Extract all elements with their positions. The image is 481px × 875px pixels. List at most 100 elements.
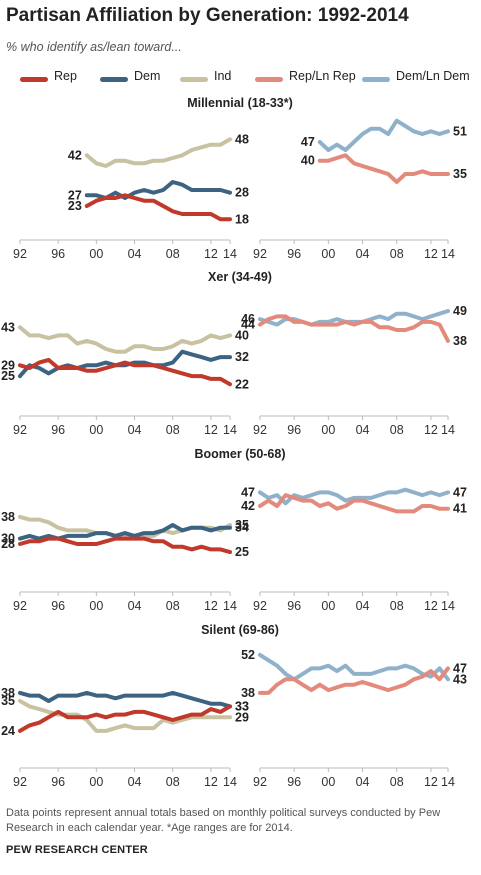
panel-2-left: Boomer (50-68) 92 96 00 04 08 12 14 38 35 30 34 28 25 bbox=[1, 447, 285, 613]
end-label-ind: 29 bbox=[235, 710, 249, 724]
x-tick-label: 04 bbox=[128, 423, 142, 437]
legend-swatch-rep bbox=[20, 77, 48, 82]
x-tick-label: 96 bbox=[51, 775, 65, 789]
series-line-dem-ln-dem bbox=[317, 118, 450, 152]
x-tick-label: 12 bbox=[424, 775, 438, 789]
end-label-ind: 40 bbox=[235, 328, 249, 342]
x-tick-label: 08 bbox=[166, 423, 180, 437]
x-tick-label: 14 bbox=[223, 775, 237, 789]
x-tick-label: 92 bbox=[13, 775, 27, 789]
x-tick-label: 14 bbox=[441, 423, 455, 437]
end-label-rep-ln-rep: 47 bbox=[453, 661, 467, 675]
series-line-rep-ln-rep bbox=[317, 153, 450, 184]
x-tick-label: 04 bbox=[356, 599, 370, 613]
x-tick-label: 08 bbox=[390, 247, 404, 261]
x-tick-label: 96 bbox=[287, 775, 301, 789]
series-line-rep-ln-rep bbox=[258, 666, 450, 695]
x-tick-label: 92 bbox=[13, 247, 27, 261]
x-tick-label: 92 bbox=[253, 775, 267, 789]
start-label-dem: 25 bbox=[1, 369, 15, 383]
panel-title: Boomer (50-68) bbox=[195, 447, 286, 461]
start-label-rep: 29 bbox=[1, 358, 15, 372]
start-label-dem: 38 bbox=[1, 686, 15, 700]
x-tick-label: 12 bbox=[204, 775, 218, 789]
legend-swatch-dem-ln-dem bbox=[362, 77, 390, 82]
x-tick-label: 14 bbox=[441, 247, 455, 261]
x-tick-label: 96 bbox=[51, 423, 65, 437]
start-label-rep-ln-rep: 38 bbox=[241, 686, 255, 700]
start-label-rep: 24 bbox=[1, 724, 15, 738]
end-label-rep: 22 bbox=[235, 377, 249, 391]
legend-label-dem-ln-dem: Dem/Ln Dem bbox=[396, 69, 470, 83]
x-tick-label: 12 bbox=[204, 599, 218, 613]
end-label-dem-ln-dem: 47 bbox=[453, 485, 467, 499]
end-label-rep: 33 bbox=[235, 699, 249, 713]
x-tick-label: 12 bbox=[424, 423, 438, 437]
x-tick-label: 92 bbox=[13, 423, 27, 437]
end-label-ind: 35 bbox=[235, 518, 249, 532]
end-label-rep-ln-rep: 41 bbox=[453, 502, 467, 516]
start-label-ind: 43 bbox=[1, 320, 15, 334]
start-label-dem-ln-dem: 47 bbox=[301, 135, 315, 149]
start-label-rep: 28 bbox=[1, 537, 15, 551]
series-line-rep bbox=[18, 704, 232, 733]
footnote: Data points represent annual totals base… bbox=[6, 807, 441, 834]
end-label-dem: 34 bbox=[235, 521, 249, 535]
x-tick-label: 14 bbox=[441, 775, 455, 789]
chart-title: Partisan Affiliation by Generation: 1992… bbox=[6, 5, 409, 26]
panel-title: Xer (34-49) bbox=[208, 270, 272, 284]
x-tick-label: 08 bbox=[390, 423, 404, 437]
end-label-dem-ln-dem: 51 bbox=[453, 124, 467, 138]
x-tick-label: 96 bbox=[287, 247, 301, 261]
x-tick-label: 12 bbox=[424, 247, 438, 261]
end-label-ind: 48 bbox=[235, 132, 249, 146]
source-credit: PEW RESEARCH CENTER bbox=[6, 844, 148, 856]
start-label-dem-ln-dem: 47 bbox=[241, 485, 255, 499]
x-tick-label: 04 bbox=[128, 247, 142, 261]
x-tick-label: 00 bbox=[321, 775, 335, 789]
panel-title: Millennial (18-33*) bbox=[187, 96, 293, 110]
start-label-dem: 30 bbox=[1, 532, 15, 546]
end-label-rep: 18 bbox=[235, 212, 249, 226]
series-line-ind bbox=[84, 137, 232, 168]
start-label-ind: 38 bbox=[1, 510, 15, 524]
legend-label-ind: Ind bbox=[214, 69, 232, 83]
x-tick-label: 96 bbox=[51, 599, 65, 613]
x-tick-label: 00 bbox=[321, 247, 335, 261]
x-tick-label: 92 bbox=[253, 599, 267, 613]
series-line-rep-ln-rep bbox=[258, 493, 450, 514]
x-tick-label: 04 bbox=[356, 423, 370, 437]
x-tick-label: 08 bbox=[390, 775, 404, 789]
x-tick-label: 14 bbox=[223, 599, 237, 613]
legend-label-rep-ln-rep: Rep/Ln Rep bbox=[289, 69, 356, 83]
start-label-dem-ln-dem: 52 bbox=[241, 648, 255, 662]
chart-subtitle: % who identify as/lean toward... bbox=[6, 40, 182, 54]
x-tick-label: 92 bbox=[253, 247, 267, 261]
panel-title: Silent (69-86) bbox=[201, 623, 279, 637]
start-label-ind: 35 bbox=[1, 694, 15, 708]
x-tick-label: 08 bbox=[166, 775, 180, 789]
end-label-dem: 28 bbox=[235, 186, 249, 200]
panel-3-right: 92 96 00 04 08 12 14 52 43 38 47 bbox=[241, 648, 467, 789]
start-label-ind: 42 bbox=[68, 148, 82, 162]
end-label-dem-ln-dem: 49 bbox=[453, 304, 467, 318]
start-label-rep-ln-rep: 40 bbox=[301, 154, 315, 168]
end-label-rep: 25 bbox=[235, 545, 249, 559]
legend-label-dem: Dem bbox=[134, 69, 161, 83]
start-label-dem: 27 bbox=[68, 188, 82, 202]
panel-1-left: Xer (34-49) 92 96 00 04 08 12 14 43 40 25 32 29 22 bbox=[1, 270, 272, 437]
series-line-ind bbox=[18, 325, 232, 354]
x-tick-label: 00 bbox=[89, 599, 103, 613]
start-label-rep-ln-rep: 44 bbox=[241, 318, 255, 332]
x-tick-label: 92 bbox=[13, 599, 27, 613]
x-tick-label: 96 bbox=[287, 599, 301, 613]
start-label-dem-ln-dem: 46 bbox=[241, 312, 255, 326]
x-tick-label: 08 bbox=[166, 247, 180, 261]
x-tick-label: 96 bbox=[287, 423, 301, 437]
x-tick-label: 00 bbox=[89, 247, 103, 261]
end-label-rep-ln-rep: 38 bbox=[453, 334, 467, 348]
series-line-dem bbox=[84, 180, 232, 200]
